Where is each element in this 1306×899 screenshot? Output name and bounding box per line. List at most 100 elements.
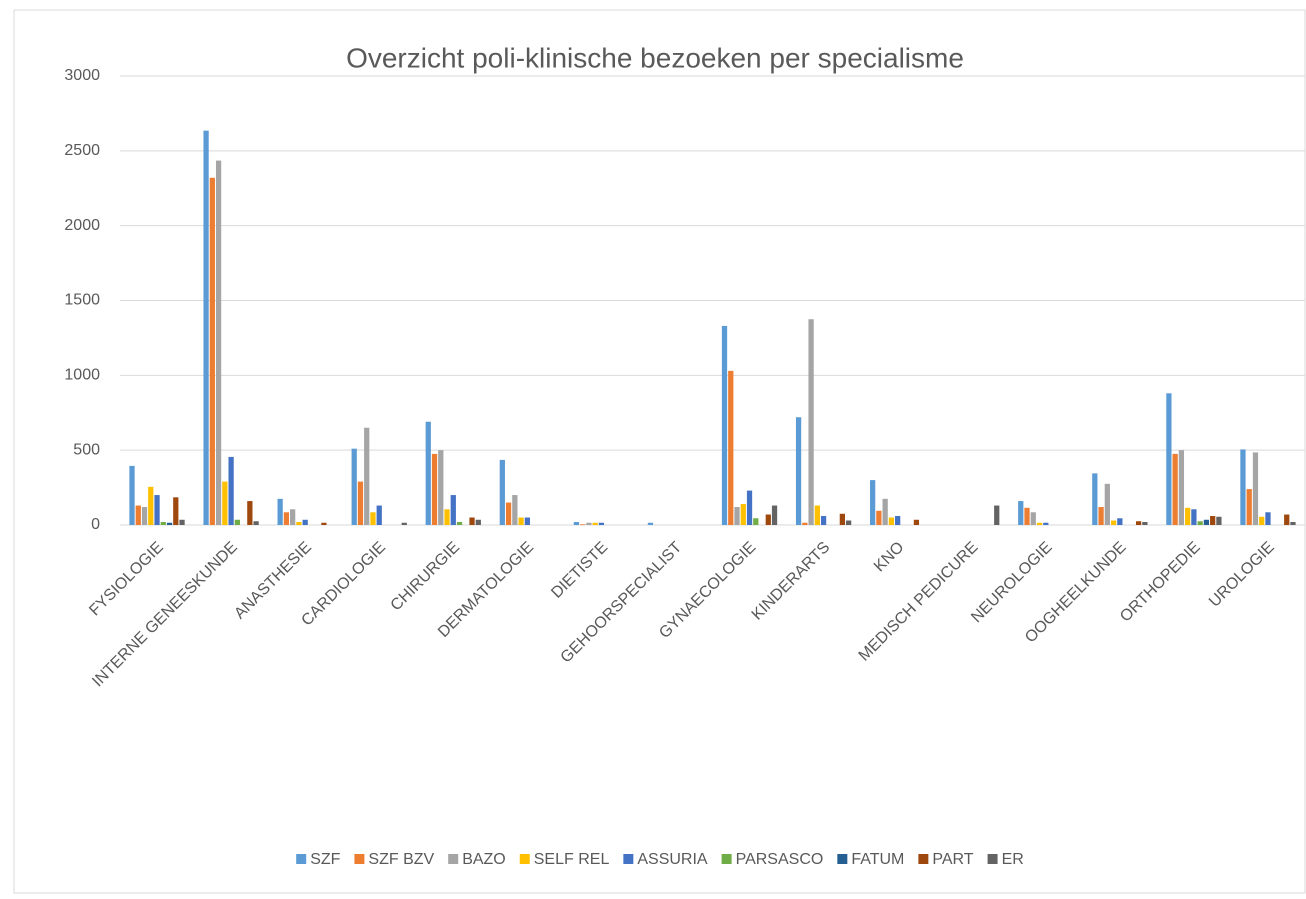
bar: [1166, 393, 1172, 525]
bar: [1203, 519, 1210, 525]
bar: [135, 505, 141, 525]
bar: [882, 498, 888, 525]
y-tick-label: 1500: [64, 292, 100, 309]
y-tick-label: 2000: [64, 217, 100, 234]
bar: [438, 450, 444, 525]
bar: [179, 519, 185, 525]
legend-swatch: [519, 854, 530, 864]
legend-label: FATUM: [851, 851, 904, 868]
bar: [765, 514, 771, 525]
bar: [1092, 473, 1098, 525]
bar: [141, 507, 148, 525]
bar: [234, 519, 240, 525]
bar: [129, 465, 135, 525]
bar: [1142, 522, 1148, 525]
bar: [376, 505, 382, 525]
bar: [425, 421, 431, 525]
legend-label: ASSURIA: [637, 851, 708, 868]
bar: [1290, 522, 1296, 525]
bar: [1191, 509, 1197, 525]
bar: [469, 517, 475, 525]
bar: [247, 501, 253, 525]
bar: [1043, 522, 1049, 525]
bar: [524, 517, 530, 525]
legend-swatch: [296, 854, 307, 864]
bar: [771, 505, 778, 525]
bar: [1240, 449, 1246, 525]
bar: [512, 495, 518, 525]
bar: [586, 522, 592, 525]
bar: [1197, 521, 1203, 525]
y-tick-label: 0: [91, 516, 100, 533]
bar: [277, 498, 283, 525]
bar: [1259, 516, 1265, 525]
bar: [1024, 507, 1030, 525]
y-tick-label: 1000: [64, 367, 100, 384]
legend-swatch: [918, 854, 929, 864]
bar: [370, 512, 376, 525]
legend-swatch: [987, 854, 998, 864]
bar: [302, 519, 308, 525]
bar: [431, 453, 438, 525]
bar: [1117, 518, 1123, 525]
bar: [222, 481, 228, 525]
bar: [1135, 521, 1142, 525]
bar: [814, 505, 820, 525]
bar: [592, 522, 598, 525]
bar: [1104, 483, 1110, 525]
bar: [290, 509, 296, 525]
legend-swatch: [354, 854, 365, 864]
bar: [160, 522, 166, 525]
bar: [734, 507, 740, 525]
y-tick-label: 500: [73, 441, 100, 458]
bar: [839, 513, 845, 525]
bar: [647, 522, 654, 525]
bar: [913, 519, 920, 525]
bar: [475, 519, 481, 525]
bar: [1246, 489, 1252, 525]
bar: [1284, 514, 1290, 525]
bar: [573, 522, 580, 525]
legend-label: PART: [932, 851, 973, 868]
bar: [283, 512, 290, 525]
bar: [740, 504, 746, 525]
bar: [876, 510, 882, 525]
bar: [203, 130, 209, 525]
bar: [1030, 512, 1036, 525]
bar: [753, 518, 759, 525]
bar: [401, 522, 407, 525]
legend-label: BAZO: [462, 851, 506, 868]
bar: [1265, 512, 1271, 525]
bar: [1172, 453, 1178, 525]
bar: [895, 516, 901, 525]
bar: [598, 522, 605, 525]
bar: [580, 524, 586, 525]
bar: [888, 517, 895, 525]
bar: [728, 370, 734, 525]
legend-label: SZF BZV: [368, 851, 434, 868]
bar: [1216, 516, 1222, 525]
bar: [1110, 520, 1117, 525]
legend-swatch: [623, 854, 634, 864]
bar: [746, 490, 753, 525]
bar: [499, 459, 505, 525]
y-tick-label: 2500: [64, 142, 100, 159]
bar: [1018, 501, 1024, 525]
bar: [845, 520, 852, 525]
legend-label: ER: [1002, 851, 1024, 868]
bar: [1252, 452, 1259, 525]
bar: [808, 319, 814, 525]
chart-border: [13, 9, 1306, 894]
bar: [1185, 507, 1191, 525]
bar: [450, 495, 456, 525]
bar: [148, 486, 154, 525]
bar: [802, 522, 808, 525]
bar: [505, 502, 512, 525]
bar: [870, 480, 876, 525]
bar: [994, 505, 1000, 525]
bar: [357, 481, 364, 525]
legend-swatch: [837, 854, 848, 864]
bar: [444, 509, 450, 525]
bar: [173, 497, 179, 525]
bar: [1178, 450, 1185, 525]
